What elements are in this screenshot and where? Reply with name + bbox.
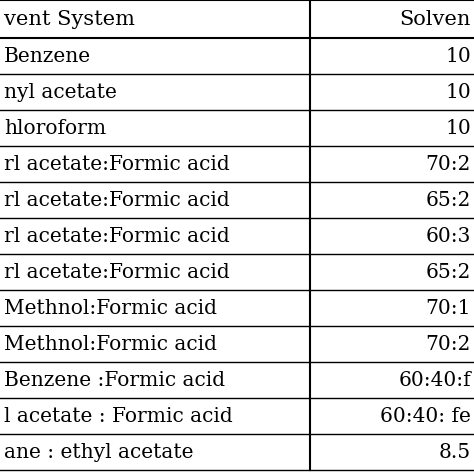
Text: 65:2: 65:2: [426, 191, 471, 210]
Text: 10: 10: [445, 118, 471, 137]
Text: Methnol:Formic acid: Methnol:Formic acid: [4, 299, 217, 318]
Text: rl acetate:Formic acid: rl acetate:Formic acid: [4, 155, 230, 173]
Text: 60:3: 60:3: [426, 227, 471, 246]
Text: 70:2: 70:2: [426, 155, 471, 173]
Text: 10: 10: [445, 46, 471, 65]
Text: 60:40:f: 60:40:f: [398, 371, 471, 390]
Text: 8.5: 8.5: [439, 443, 471, 462]
Text: Benzene: Benzene: [4, 46, 91, 65]
Text: l acetate : Formic acid: l acetate : Formic acid: [4, 407, 233, 426]
Text: rl acetate:Formic acid: rl acetate:Formic acid: [4, 191, 230, 210]
Text: rl acetate:Formic acid: rl acetate:Formic acid: [4, 227, 230, 246]
Text: ane : ethyl acetate: ane : ethyl acetate: [4, 443, 193, 462]
Text: 60:40: fe: 60:40: fe: [380, 407, 471, 426]
Text: vent System: vent System: [4, 9, 135, 28]
Text: 10: 10: [445, 82, 471, 101]
Text: Methnol:Formic acid: Methnol:Formic acid: [4, 335, 217, 354]
Text: hloroform: hloroform: [4, 118, 106, 137]
Text: nyl acetate: nyl acetate: [4, 82, 117, 101]
Text: Benzene :Formic acid: Benzene :Formic acid: [4, 371, 225, 390]
Text: 65:2: 65:2: [426, 263, 471, 282]
Text: 70:2: 70:2: [426, 335, 471, 354]
Text: rl acetate:Formic acid: rl acetate:Formic acid: [4, 263, 230, 282]
Text: Solven: Solven: [400, 9, 471, 28]
Text: 70:1: 70:1: [426, 299, 471, 318]
